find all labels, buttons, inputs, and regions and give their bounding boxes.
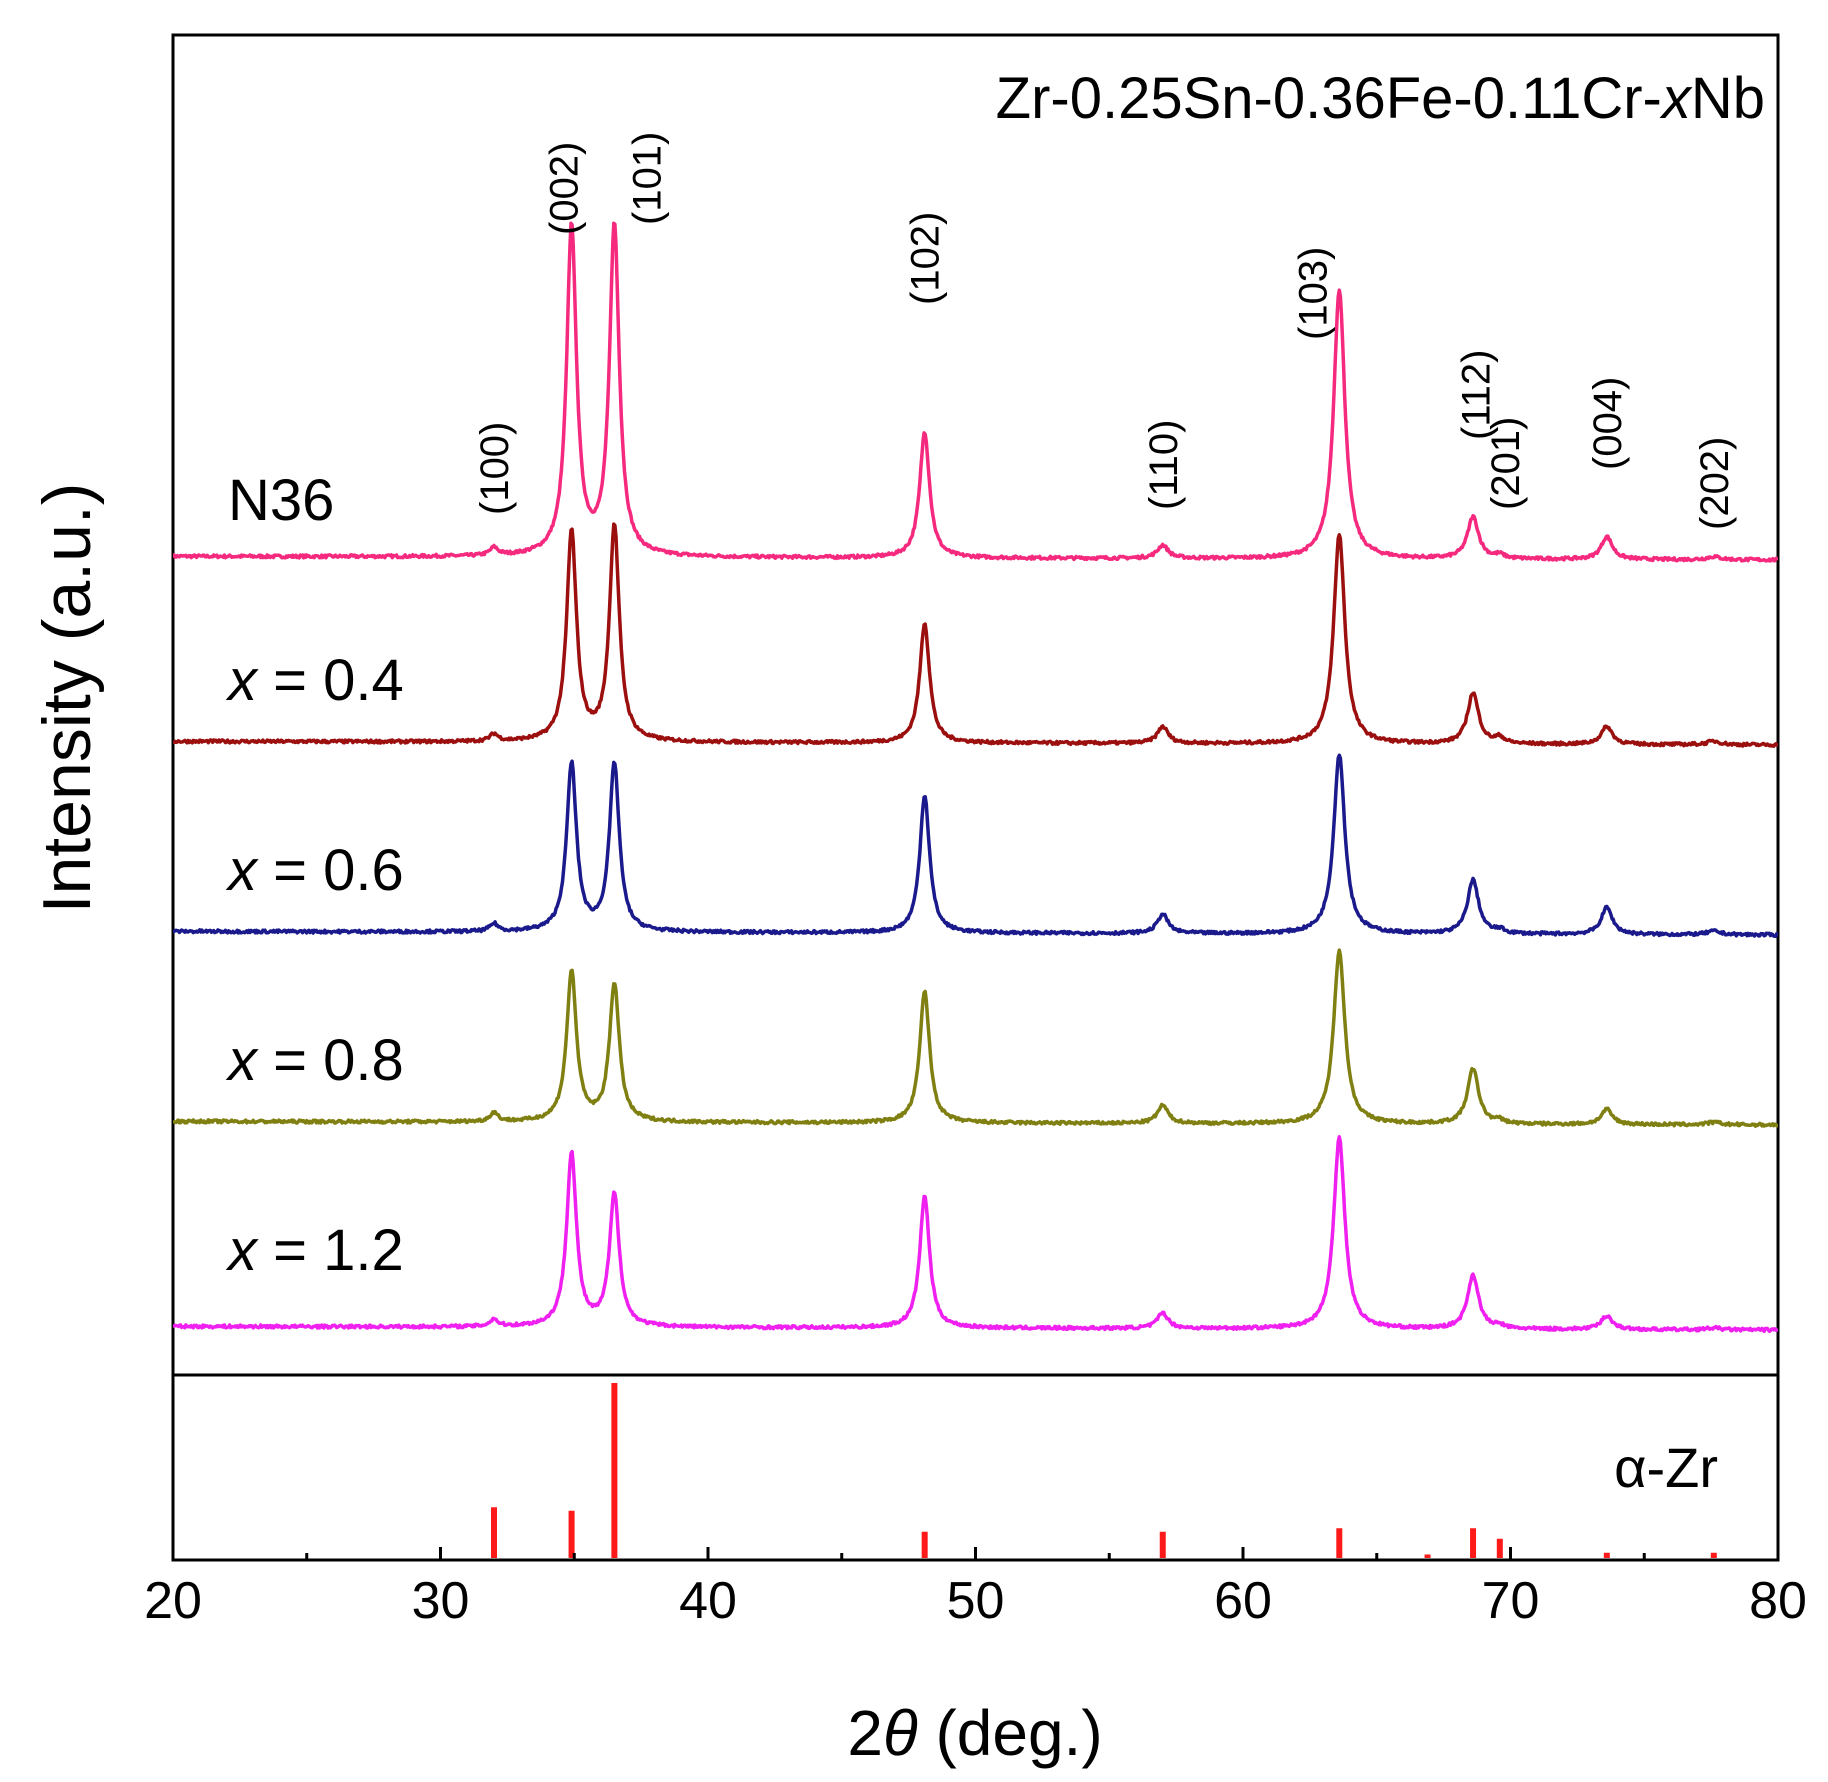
series-label: x = 0.6 [225, 838, 404, 903]
reference-bar [921, 1531, 928, 1558]
peak-label: (103) [1292, 247, 1336, 340]
reference-label: α-Zr [1614, 1436, 1718, 1499]
x-tick-label: 40 [679, 1572, 737, 1630]
diffraction-curves [173, 221, 1778, 1334]
series-line [173, 522, 1778, 748]
x-tick-label: 20 [144, 1572, 202, 1630]
reference-bar [1603, 1552, 1610, 1558]
reference-bar [1336, 1528, 1343, 1558]
x-tick-label: 50 [947, 1572, 1005, 1630]
peak-label: (101) [625, 132, 669, 225]
peak-label: (004) [1586, 377, 1630, 470]
reference-bar [1159, 1531, 1166, 1558]
peak-labels: (100) (002) (101) (102) (110) (103) (112)(201)… [473, 132, 1737, 530]
series-label: x = 1.2 [225, 1218, 404, 1283]
reference-bar [1470, 1528, 1477, 1558]
peak-label: (002) [543, 142, 587, 235]
x-tick-label: 70 [1482, 1572, 1540, 1630]
reference-bars [491, 1383, 1717, 1558]
series-label: x = 0.4 [225, 648, 404, 713]
peak-label: (202) [1693, 437, 1737, 530]
reference-bar [1710, 1552, 1717, 1558]
x-tick-label: 30 [412, 1572, 470, 1630]
reference-bar [491, 1507, 497, 1558]
peak-label: (110) [1142, 420, 1186, 510]
reference-panel-frame [171, 1373, 1780, 1562]
peak-label: (201) [1484, 417, 1528, 510]
peak-label: (112) [1455, 350, 1499, 440]
series-label: x = 0.8 [225, 1028, 404, 1093]
reference-bar [611, 1383, 618, 1558]
series-line [173, 1135, 1778, 1334]
peak-label: (102) [904, 212, 948, 305]
reference-bar [1424, 1554, 1431, 1558]
peak-label: (100) [473, 422, 517, 515]
series-line [173, 221, 1778, 563]
series-labels: N36 x = 0.4 x = 0.6 x = 0.8 x = 1.2 [225, 468, 404, 1283]
x-axis-label: 2θ (deg.) [847, 1697, 1102, 1769]
series-line [173, 753, 1778, 939]
reference-bar [568, 1510, 575, 1558]
x-tick-label: 80 [1749, 1572, 1807, 1630]
y-axis-label: Intensity (a.u.) [29, 483, 105, 914]
reference-bar [1496, 1538, 1503, 1558]
x-axis: 20 30 40 50 60 70 80 [144, 1547, 1807, 1630]
x-tick-label: 60 [1214, 1572, 1272, 1630]
series-label: N36 [228, 468, 334, 533]
chart-title: Zr-0.25Sn-0.36Fe-0.11Cr-xNb [996, 66, 1765, 131]
main-panel-frame [171, 33, 1780, 1377]
series-line [173, 948, 1778, 1128]
